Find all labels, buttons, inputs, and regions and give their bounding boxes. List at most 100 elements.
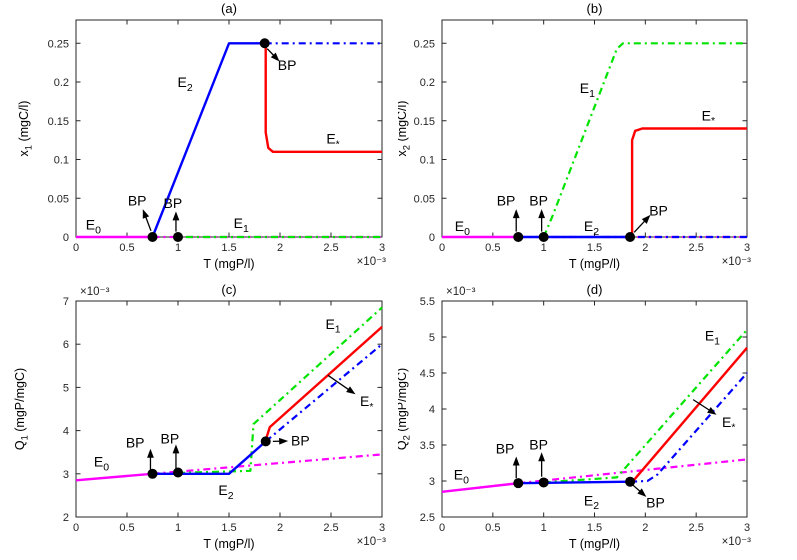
series-E2-solid (518, 480, 631, 485)
series-E2-dashdot (630, 372, 748, 483)
annotation-arrowhead (538, 452, 546, 462)
y-tick-label: 5 (63, 382, 69, 394)
annotation-E_0: E0 (86, 217, 101, 237)
bp-marker (260, 436, 271, 447)
annotation-BP: BP (497, 193, 516, 209)
annotation-arrowhead (172, 211, 180, 221)
x-tick-label: 0 (73, 242, 79, 254)
subplot-d: 0 0.5 1 1.5 2 2.5 3 2.5 3 3.5 4 4.5 5 5.5 (d) T (mgP/l)… (398, 282, 752, 551)
x-tick-label: 0 (439, 242, 445, 254)
annotation-E_1: E1 (234, 215, 249, 235)
y-tick-label: 0.25 (414, 38, 435, 50)
annotation-BP: BP (646, 495, 665, 511)
x-tick-label: 1 (541, 242, 547, 254)
annotation-BP: BP (291, 433, 310, 449)
annotation-E_star: E* (360, 393, 373, 413)
annotation-BP: BP (160, 430, 179, 446)
x-tick-label: 2 (277, 522, 283, 534)
y-tick-label: 6 (63, 339, 69, 351)
y-tick-label: 3 (429, 476, 435, 488)
series-E1-dashdot (543, 329, 748, 484)
annotation-arrowhead (279, 437, 289, 445)
x-tick-label: 2.5 (689, 522, 704, 534)
x-axis-label: T (mgP/l) (569, 257, 620, 271)
y-tick-label: 0 (429, 232, 435, 244)
x-tick-label: 2 (642, 242, 648, 254)
series-E0-solid (75, 472, 153, 482)
annotation-BP: BP (164, 195, 183, 211)
annotation-arrowhead (707, 407, 717, 415)
annotation-arrowhead (538, 209, 546, 219)
annotation-arrowhead (142, 209, 150, 219)
x-tick-label: 2.5 (323, 522, 338, 534)
y-tick-label: 4 (63, 426, 69, 438)
annotation-arrowhead (641, 214, 651, 224)
bp-marker (625, 476, 636, 487)
y-axis-exponent: ×10⁻³ (80, 286, 110, 298)
annotation-E_2: E2 (178, 74, 193, 94)
annotation-E_0: E0 (454, 467, 469, 487)
bp-marker (173, 232, 183, 242)
series-Estar-solid (264, 326, 383, 441)
annotation-E_1: E1 (705, 328, 720, 348)
x-tick-label: 0.5 (485, 242, 500, 254)
subplot-title: (d) (587, 282, 603, 297)
x-axis-exponent: ×10⁻³ (722, 536, 752, 548)
series-E2-solid (151, 42, 265, 238)
annotation-arrowhead (512, 209, 520, 219)
x-tick-label: 0.5 (485, 522, 500, 534)
y-tick-label: 7 (63, 296, 69, 308)
x-tick-label: 1.5 (221, 522, 236, 534)
y-tick-label: 5.5 (420, 296, 435, 308)
x-tick-label: 1 (175, 522, 181, 534)
x-tick-label: 0 (439, 522, 445, 534)
annotation-E_1: E1 (325, 316, 340, 336)
annotation-E_1: E1 (580, 80, 595, 100)
annotation-E_0: E0 (455, 218, 470, 238)
subplot-b: 0 0.5 1 1.5 2 2.5 3 0 0.05 0.1 0.15 0.2 0.25 (b) T (mg… (398, 1, 751, 271)
x-axis-exponent: ×10⁻³ (357, 536, 387, 548)
annotation-BP: BP (649, 203, 668, 219)
x-tick-label: 0.5 (119, 242, 134, 254)
annotation-BP: BP (529, 193, 548, 209)
annotation-E_2: E2 (584, 492, 599, 512)
y-axis-label: x1 (mgC/l) (17, 101, 33, 157)
series-Estar-solid (632, 347, 748, 482)
x-tick-label: 2.5 (323, 242, 338, 254)
y-tick-label: 0.15 (414, 116, 435, 128)
annotation-arrowhead (147, 448, 154, 458)
x-axis-label: T (mgP/l) (569, 537, 620, 551)
annotation-BP: BP (126, 435, 145, 451)
subplot-title: (c) (221, 282, 236, 297)
annotation-arrowhead (637, 488, 647, 497)
y-tick-label: 2 (63, 512, 69, 524)
x-tick-label: 1 (175, 242, 181, 254)
annotation-arrowhead (172, 444, 180, 454)
y-tick-label: 0.2 (54, 77, 69, 89)
bp-marker (513, 232, 524, 242)
series-Estar-solid (630, 127, 747, 237)
x-tick-label: 2.5 (689, 242, 704, 254)
y-tick-label: 3 (63, 469, 69, 481)
bp-marker (147, 468, 158, 479)
x-tick-label: 1.5 (587, 522, 602, 534)
annotation-arrowhead (346, 386, 356, 395)
x-tick-label: 1.5 (221, 242, 236, 254)
annotation-arrowhead (270, 52, 280, 62)
y-tick-label: 4 (429, 404, 435, 416)
annotation-BP: BP (278, 57, 297, 73)
y-axis-exponent: ×10⁻³ (446, 286, 476, 298)
y-tick-label: 5 (429, 332, 435, 344)
x-tick-label: 3 (744, 242, 750, 254)
x-tick-label: 1 (541, 522, 547, 534)
y-tick-label: 0 (63, 232, 69, 244)
annotation-E_2: E2 (218, 482, 233, 502)
x-tick-label: 3 (744, 522, 750, 534)
axes-box (441, 300, 748, 518)
y-tick-label: 0.05 (414, 193, 435, 205)
y-tick-label: 0.05 (48, 193, 69, 205)
x-tick-label: 3 (379, 522, 385, 534)
annotation-E_0: E0 (94, 454, 109, 474)
subplot-title: (b) (587, 1, 603, 16)
